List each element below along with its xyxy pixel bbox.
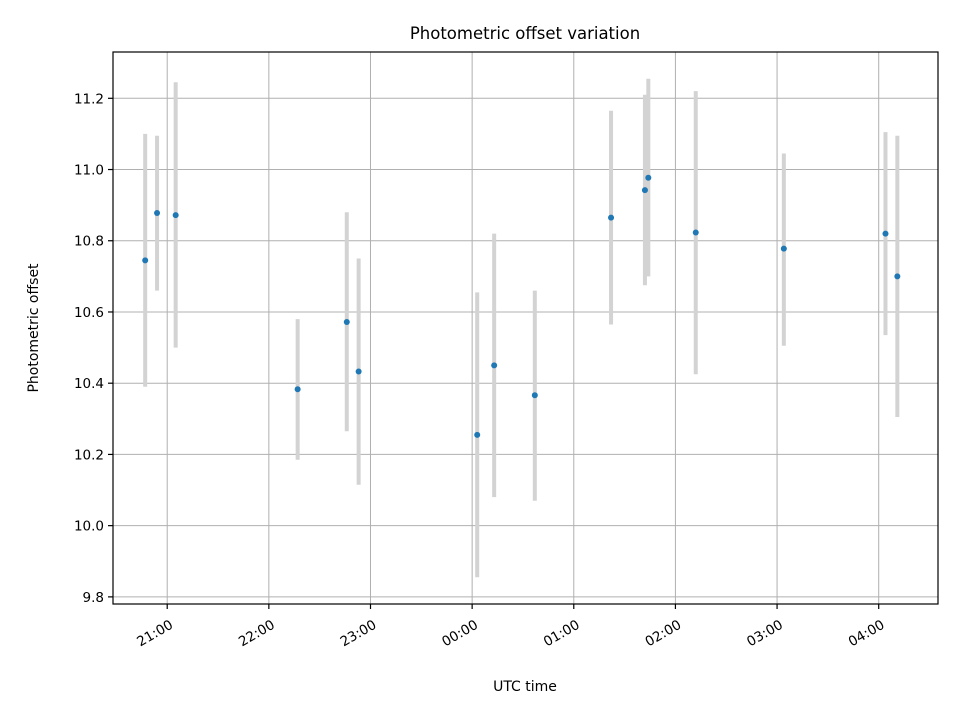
data-point bbox=[645, 174, 652, 181]
x-tick-label: 23:00 bbox=[338, 617, 380, 650]
plot-frame bbox=[112, 51, 939, 605]
data-point bbox=[343, 318, 350, 325]
x-axis-ticks: 21:00 22:00 23:00 00:00 01:00 02:00 03:00 04:00 bbox=[134, 604, 888, 650]
grid bbox=[113, 52, 938, 604]
data-point bbox=[641, 187, 648, 194]
data-point bbox=[780, 245, 787, 252]
y-tick-label: 10.6 bbox=[74, 305, 104, 321]
y-tick-label: 11.2 bbox=[74, 91, 104, 107]
x-tick-label: 04:00 bbox=[846, 617, 888, 650]
chart-title: Photometric offset variation bbox=[410, 24, 640, 43]
y-axis-label: Photometric offset bbox=[26, 263, 42, 393]
data-points bbox=[142, 174, 901, 438]
data-point bbox=[882, 230, 889, 237]
y-tick-label: 10.4 bbox=[74, 376, 104, 392]
error-bars bbox=[143, 78, 900, 578]
y-axis-ticks: 9.8 10.0 10.2 10.4 10.6 10.8 11.0 11.2 bbox=[74, 91, 113, 606]
x-tick-label: 03:00 bbox=[744, 617, 786, 650]
x-axis-label: UTC time bbox=[493, 679, 557, 695]
x-tick-label: 21:00 bbox=[134, 617, 176, 650]
data-point bbox=[608, 214, 615, 221]
y-tick-label: 10.2 bbox=[74, 447, 104, 463]
data-point bbox=[172, 212, 179, 219]
y-tick-label: 10.0 bbox=[74, 519, 104, 535]
data-point bbox=[474, 431, 481, 438]
data-point bbox=[142, 257, 149, 264]
y-tick-label: 9.8 bbox=[83, 590, 104, 606]
data-point bbox=[531, 392, 538, 399]
x-tick-label: 00:00 bbox=[439, 617, 481, 650]
data-point bbox=[692, 229, 699, 236]
x-tick-label: 01:00 bbox=[541, 617, 583, 650]
x-tick-label: 22:00 bbox=[236, 617, 278, 650]
data-point bbox=[154, 209, 161, 216]
y-tick-label: 10.8 bbox=[74, 234, 104, 250]
data-point bbox=[491, 362, 498, 369]
data-point bbox=[294, 386, 301, 393]
data-point bbox=[355, 368, 362, 375]
data-point bbox=[894, 273, 901, 280]
x-tick-label: 02:00 bbox=[643, 617, 685, 650]
y-tick-label: 11.0 bbox=[74, 163, 104, 179]
